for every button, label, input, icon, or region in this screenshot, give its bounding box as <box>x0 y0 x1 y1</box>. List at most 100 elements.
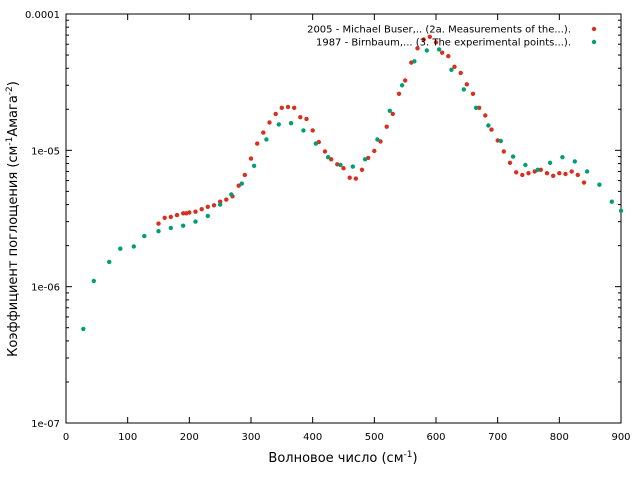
data-point <box>584 169 590 174</box>
data-point <box>118 246 123 251</box>
x-tick-label: 600 <box>426 432 445 443</box>
data-point <box>329 157 334 162</box>
y-tick-label: 1e-07 <box>31 419 60 430</box>
data-point <box>362 157 368 162</box>
data-point <box>181 223 186 228</box>
data-point <box>211 203 217 208</box>
data-point <box>338 162 343 168</box>
data-point <box>341 166 346 171</box>
data-point <box>433 40 439 45</box>
data-point <box>91 278 97 284</box>
data-point <box>267 120 272 125</box>
data-point <box>187 210 192 215</box>
x-tick-label: 0 <box>63 432 69 443</box>
data-point <box>255 141 260 146</box>
data-point <box>597 182 602 187</box>
data-point <box>523 162 528 168</box>
data-point <box>205 213 210 219</box>
y-tick-label: 0.0001 <box>25 10 60 21</box>
y-tick-label: 1e-05 <box>31 146 60 157</box>
data-point <box>569 169 574 174</box>
data-point <box>251 163 257 168</box>
data-point <box>81 326 86 332</box>
data-point <box>375 137 380 142</box>
data-point <box>399 83 405 88</box>
data-point <box>572 159 577 164</box>
data-point <box>514 170 519 175</box>
legend: 2005 - Michael Buser,.. (2a. Measurement… <box>307 25 597 49</box>
data-point <box>285 104 291 110</box>
data-point <box>347 175 352 180</box>
data-point <box>510 154 516 159</box>
data-point <box>350 164 355 169</box>
data-point <box>248 156 254 161</box>
data-point <box>415 46 420 51</box>
data-point <box>387 108 392 114</box>
x-tick-label: 300 <box>241 432 260 443</box>
data-point <box>168 214 173 220</box>
data-point <box>242 172 247 178</box>
series-2 <box>81 47 624 332</box>
x-axis-title: Волновое число (см-1) <box>268 450 417 466</box>
data-point <box>535 167 540 172</box>
x-tick-label: 700 <box>488 432 507 443</box>
data-point <box>273 111 278 117</box>
data-point <box>421 37 426 42</box>
data-point <box>520 172 525 178</box>
data-point <box>298 115 303 120</box>
data-point <box>322 149 328 154</box>
data-point <box>261 130 266 135</box>
data-point <box>424 48 429 53</box>
data-point <box>193 219 198 224</box>
x-tick-label: 400 <box>303 432 322 443</box>
data-point <box>390 111 395 117</box>
data-point <box>581 180 587 185</box>
data-point <box>264 137 269 142</box>
data-point <box>473 105 479 111</box>
data-point <box>288 121 294 126</box>
legend-marker <box>591 26 597 32</box>
data-point <box>544 171 550 176</box>
data-point <box>501 149 506 154</box>
legend-label: 2005 - Michael Buser,.. (2a. Measurement… <box>307 25 571 36</box>
x-tick-label: 800 <box>550 432 569 443</box>
data-point <box>199 207 204 212</box>
series-group <box>81 34 624 332</box>
data-point <box>526 171 531 176</box>
data-point <box>276 122 281 127</box>
data-point <box>563 171 568 177</box>
data-point <box>325 155 331 160</box>
data-point <box>131 244 136 249</box>
data-point <box>224 197 229 202</box>
legend-label: 1987 - Birnbaum,... (3. The experimental… <box>316 38 571 49</box>
data-point <box>279 105 284 111</box>
data-point <box>458 70 463 76</box>
plot-frame-border <box>65 13 622 424</box>
data-point <box>464 82 469 87</box>
data-point <box>507 160 513 165</box>
data-point <box>440 50 445 55</box>
data-point <box>229 192 234 197</box>
plot-frame <box>65 13 622 424</box>
data-point <box>557 171 562 176</box>
data-point <box>449 67 454 73</box>
data-point <box>403 78 408 83</box>
data-point <box>359 167 365 172</box>
data-point <box>618 208 624 213</box>
legend-marker <box>591 39 597 45</box>
data-point <box>236 183 241 188</box>
data-point <box>313 141 318 146</box>
series-1 <box>156 34 587 226</box>
data-point <box>156 229 161 234</box>
data-point <box>181 211 186 216</box>
data-point <box>560 155 565 160</box>
data-point <box>452 64 457 70</box>
data-point <box>372 148 377 154</box>
data-point <box>498 138 503 144</box>
data-point <box>162 215 167 220</box>
x-tick-label: 900 <box>611 432 630 443</box>
y-axis: 1e-07 1e-06 1e-05 0.0001 <box>25 10 621 430</box>
data-point <box>353 176 358 181</box>
data-point <box>193 209 198 214</box>
